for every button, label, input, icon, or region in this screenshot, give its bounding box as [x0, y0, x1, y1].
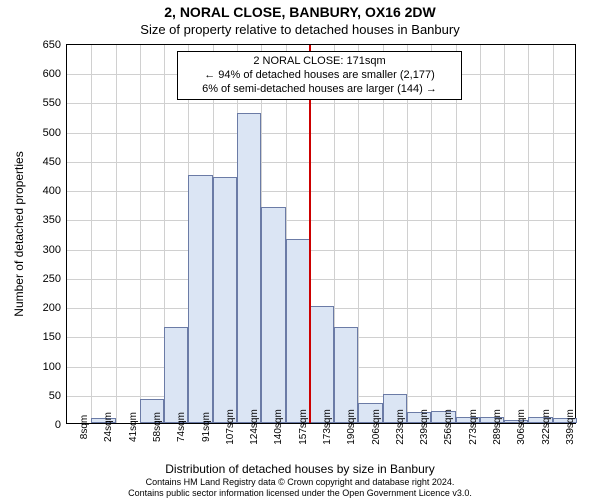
chart-area: 0501001502002503003504004505005506006508… [66, 44, 576, 424]
gridline-v [140, 45, 141, 423]
x-tick-label: 306sqm [516, 409, 527, 445]
y-tick-label: 50 [49, 390, 61, 402]
histogram-bar [310, 306, 334, 423]
annotation-line: ← 94% of detached houses are smaller (2,… [184, 69, 455, 83]
x-tick-label: 24sqm [103, 412, 114, 442]
gridline-v [358, 45, 359, 423]
y-tick-label: 300 [43, 244, 61, 256]
reference-line [309, 45, 311, 423]
gridline-v [116, 45, 117, 423]
gridline-h [67, 191, 575, 192]
gridline-h [67, 250, 575, 251]
page-title: 2, NORAL CLOSE, BANBURY, OX16 2DW [0, 4, 600, 20]
annotation-line: 6% of semi-detached houses are larger (1… [184, 83, 455, 97]
x-tick-label: 190sqm [346, 409, 357, 445]
chart-root: 2, NORAL CLOSE, BANBURY, OX16 2DW Size o… [0, 0, 600, 500]
y-tick-label: 350 [43, 214, 61, 226]
gridline-v [528, 45, 529, 423]
gridline-h [67, 133, 575, 134]
y-tick-label: 550 [43, 97, 61, 109]
annotation-line: 2 NORAL CLOSE: 171sqm [184, 55, 455, 69]
y-tick-label: 250 [43, 273, 61, 285]
gridline-v [504, 45, 505, 423]
gridline-v [383, 45, 384, 423]
x-tick-label: 223sqm [395, 409, 406, 445]
x-tick-label: 256sqm [443, 409, 454, 445]
x-tick-label: 173sqm [322, 409, 333, 445]
x-tick-label: 289sqm [492, 409, 503, 445]
y-tick-label: 150 [43, 331, 61, 343]
annotation-box: 2 NORAL CLOSE: 171sqm← 94% of detached h… [177, 51, 462, 100]
footer-attribution: Contains HM Land Registry data © Crown c… [0, 477, 600, 498]
y-tick-label: 400 [43, 185, 61, 197]
histogram-bar [213, 177, 237, 423]
footer-line-2: Contains public sector information licen… [0, 488, 600, 498]
y-tick-label: 100 [43, 361, 61, 373]
gridline-h [67, 103, 575, 104]
x-tick-label: 140sqm [273, 409, 284, 445]
plot-area: 0501001502002503003504004505005506006508… [66, 44, 576, 424]
x-tick-label: 322sqm [541, 409, 552, 445]
x-tick-label: 41sqm [128, 412, 139, 442]
y-tick-label: 600 [43, 68, 61, 80]
gridline-v [480, 45, 481, 423]
x-tick-label: 206sqm [371, 409, 382, 445]
gridline-v [553, 45, 554, 423]
gridline-v [91, 45, 92, 423]
y-tick-label: 450 [43, 156, 61, 168]
x-tick-label: 239sqm [419, 409, 430, 445]
y-tick-label: 200 [43, 302, 61, 314]
footer-line-1: Contains HM Land Registry data © Crown c… [0, 477, 600, 487]
x-tick-label: 107sqm [225, 409, 236, 445]
y-axis-label: Number of detached properties [12, 44, 32, 424]
gridline-v [407, 45, 408, 423]
gridline-h [67, 162, 575, 163]
gridline-h [67, 220, 575, 221]
page-subtitle: Size of property relative to detached ho… [0, 22, 600, 37]
histogram-bar [188, 175, 212, 423]
gridline-v [431, 45, 432, 423]
x-tick-label: 91sqm [201, 412, 212, 442]
x-tick-label: 273sqm [468, 409, 479, 445]
y-tick-label: 650 [43, 39, 61, 51]
x-tick-label: 58sqm [152, 412, 163, 442]
gridline-v [456, 45, 457, 423]
x-tick-label: 8sqm [79, 415, 90, 439]
x-tick-label: 157sqm [298, 409, 309, 445]
y-tick-label: 500 [43, 127, 61, 139]
histogram-bar [237, 113, 261, 423]
y-tick-label: 0 [55, 419, 61, 431]
x-tick-label: 339sqm [565, 409, 576, 445]
histogram-bar [164, 327, 188, 423]
histogram-bar [286, 239, 310, 423]
x-axis-label: Distribution of detached houses by size … [0, 462, 600, 476]
x-tick-label: 124sqm [249, 409, 260, 445]
histogram-bar [261, 207, 285, 423]
x-tick-label: 74sqm [176, 412, 187, 442]
gridline-h [67, 279, 575, 280]
